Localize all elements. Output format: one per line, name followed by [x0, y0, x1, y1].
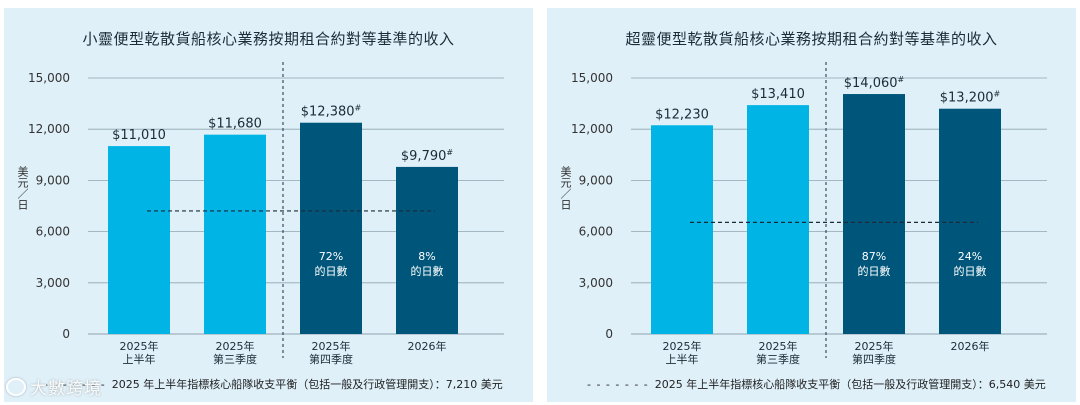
bar-inner-label: 8% — [418, 250, 435, 263]
footnote-mark: # — [355, 104, 362, 113]
bar-inner-label: 72% — [319, 250, 343, 263]
footnote-text: 2025 年上半年指標核心船隊收支平衡（包括一般及行政管理開支）：6,540 美… — [654, 378, 1046, 391]
y-tick-label: 12,000 — [28, 122, 70, 136]
x-tick-label: 2025年 — [855, 339, 894, 353]
bar-chart: 0 3,000 6,000 9,000 12,000 15,000 $11,010 2025年… — [28, 62, 504, 366]
x-tick-label: 第三季度 — [213, 352, 257, 366]
bar-value-label: $11,680 — [208, 117, 262, 132]
x-tick-label: 2025年 — [120, 339, 159, 353]
footnote-mark: # — [994, 90, 1001, 99]
bar-inner-label: 的日數 — [858, 264, 891, 278]
bar-inner-label: 的日數 — [315, 264, 348, 278]
bar — [108, 146, 170, 334]
footnote: - - - - - - - 2025 年上半年指標核心船隊收支平衡（包括一般及行政… — [44, 376, 503, 392]
bar-inner-label: 87% — [862, 250, 886, 263]
chart-title: 超靈便型乾散貨船核心業務按期租合約對等基準的收入 — [625, 30, 998, 48]
bar-value-label: $11,010 — [112, 128, 166, 143]
bar-value-label: $14,060# — [844, 75, 905, 91]
footnote: - - - - - - - 2025 年上半年指標核心船隊收支平衡（包括一般及行政… — [587, 376, 1046, 392]
camera-icon — [6, 378, 26, 396]
x-tick-label: 2025年 — [216, 339, 255, 353]
footnote-text: 2025 年上半年指標核心船隊收支平衡（包括一般及行政管理開支）：7,210 美… — [111, 378, 503, 391]
bar — [396, 166, 458, 334]
bar-value-label: $12,230 — [655, 107, 709, 122]
x-tick-label: 第四季度 — [309, 352, 353, 366]
chart-title: 小靈便型乾散貨船核心業務按期租合約對等基準的收入 — [82, 30, 455, 48]
y-tick-label: 15,000 — [571, 71, 613, 85]
y-axis-label: 美元／日 — [16, 166, 29, 210]
bar — [747, 105, 809, 334]
x-tick-label: 2025年 — [759, 339, 798, 353]
footnote-mark: # — [446, 148, 453, 157]
bar-value-label: $13,410 — [751, 87, 805, 102]
x-tick-label: 2026年 — [408, 339, 447, 353]
x-tick-label: 第三季度 — [756, 352, 800, 366]
dashed-line-legend-icon: - - - - - - - — [587, 378, 649, 391]
x-tick-label: 2026年 — [951, 339, 990, 353]
chart-panel-left: 小靈便型乾散貨船核心業務按期租合約對等基準的收入 美元／日 0 3,000 6,00… — [4, 8, 533, 402]
bar-inner-label: 的日數 — [411, 264, 444, 278]
y-tick-label: 9,000 — [36, 173, 70, 187]
x-tick-label: 上半年 — [666, 352, 699, 366]
bar-inner-label: 的日數 — [954, 264, 987, 278]
bar — [939, 108, 1001, 334]
y-tick-label: 6,000 — [579, 225, 613, 239]
watermark: 大數跨境 — [6, 374, 102, 399]
bar — [651, 125, 713, 335]
dashed-line-legend-icon: - - - - - - - — [44, 378, 106, 391]
bar-value-label: $12,380# — [301, 104, 362, 120]
bar-value-label: $13,200# — [940, 90, 1001, 106]
x-tick-label: 2025年 — [312, 339, 351, 353]
y-tick-label: 0 — [605, 327, 613, 341]
bar — [300, 122, 362, 335]
watermark-text: 大數跨境 — [30, 379, 102, 399]
y-tick-label: 3,000 — [36, 276, 70, 290]
x-tick-label: 2025年 — [663, 339, 702, 353]
footnote-mark: # — [898, 75, 905, 84]
bar — [204, 134, 266, 334]
bar-chart: 0 3,000 6,000 9,000 12,000 15,000 $12,230 2025年… — [571, 62, 1047, 366]
y-tick-label: 3,000 — [579, 276, 613, 290]
x-tick-label: 第四季度 — [852, 352, 896, 366]
bar — [843, 94, 905, 334]
y-tick-label: 12,000 — [571, 122, 613, 136]
y-tick-label: 9,000 — [579, 173, 613, 187]
y-axis-label: 美元／日 — [559, 166, 572, 210]
y-tick-label: 0 — [62, 327, 70, 341]
chart-panel-right: 超靈便型乾散貨船核心業務按期租合約對等基準的收入 美元／日 0 3,000 6,00… — [547, 8, 1076, 402]
y-tick-label: 6,000 — [36, 225, 70, 239]
y-tick-label: 15,000 — [28, 71, 70, 85]
bar-inner-label: 24% — [958, 250, 982, 263]
bar-value-label: $9,790# — [401, 148, 454, 164]
x-tick-label: 上半年 — [123, 352, 156, 366]
